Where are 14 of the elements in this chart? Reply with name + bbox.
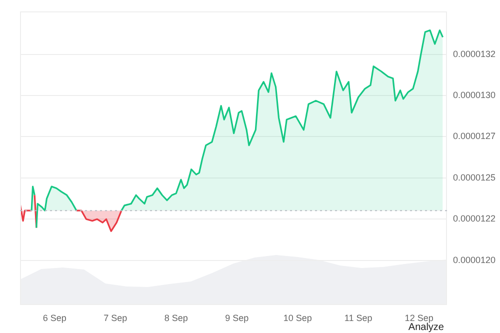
y-tick-label: 0.0000130 [453,90,496,100]
x-tick-label: 10 Sep [283,312,312,323]
text: Analyze [408,322,444,333]
y-tick-label: 0.0000127 [453,131,496,142]
y-tick-label: 0.0000120 [453,254,496,265]
y-tick-label: 0.0000132 [453,48,496,59]
y-tick-label: 0.0000125 [453,172,496,182]
x-tick-label: 6 Sep [42,312,66,323]
y-tick-label: 0.0000122 [453,214,496,224]
x-tick-label: 7 Sep [104,312,128,323]
x-tick-label: 12 Sep [404,312,434,323]
x-tick-label: 8 Sep [164,312,188,323]
x-tick-label: 11 Sep [344,312,372,323]
x-tick-label: 9 Sep [225,312,249,323]
